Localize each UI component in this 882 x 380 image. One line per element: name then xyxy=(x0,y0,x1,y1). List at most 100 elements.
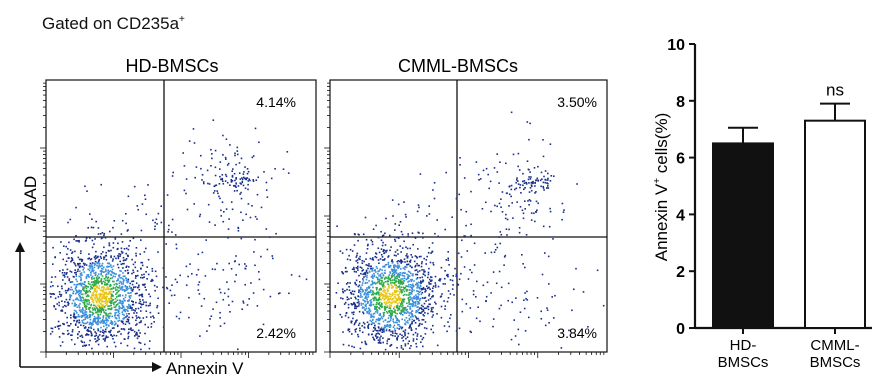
event-dot xyxy=(49,333,52,335)
event-dot xyxy=(404,286,407,289)
event-dot xyxy=(355,284,358,286)
event-dot xyxy=(393,321,395,324)
event-dot xyxy=(424,288,426,291)
event-dot xyxy=(108,271,110,273)
y-tick-label: 2 xyxy=(676,264,685,281)
event-dot xyxy=(195,166,198,168)
event-dot xyxy=(463,235,465,237)
event-dot xyxy=(274,168,276,170)
event-dot xyxy=(382,290,384,292)
event-dot xyxy=(67,301,69,304)
event-dot xyxy=(510,184,513,187)
event-dot xyxy=(68,325,71,327)
event-dot xyxy=(85,305,87,307)
event-dot xyxy=(383,295,386,297)
event-dot xyxy=(375,307,377,309)
event-dot xyxy=(404,322,406,325)
event-dot xyxy=(430,283,432,285)
event-dot xyxy=(366,287,368,289)
event-dot xyxy=(225,175,228,178)
event-dot xyxy=(398,266,401,268)
event-dot xyxy=(112,287,115,290)
event-dot xyxy=(127,337,129,340)
event-dot xyxy=(105,276,107,279)
event-dot xyxy=(70,334,72,336)
event-dot xyxy=(211,157,213,160)
event-dot xyxy=(394,269,397,272)
event-dot xyxy=(107,277,109,279)
event-dot xyxy=(354,233,356,236)
event-dot xyxy=(532,180,534,183)
event-dot xyxy=(470,234,472,237)
event-dot xyxy=(403,272,406,275)
event-dot xyxy=(371,283,374,285)
event-dot xyxy=(93,290,96,293)
event-dot xyxy=(129,282,131,285)
event-dot xyxy=(396,319,398,322)
event-dot xyxy=(362,273,364,276)
event-dot xyxy=(353,268,355,271)
event-dot xyxy=(57,320,60,323)
event-dot xyxy=(383,311,386,314)
event-dot xyxy=(119,274,121,276)
event-dot xyxy=(98,287,101,290)
event-dot xyxy=(131,307,133,309)
event-dot xyxy=(83,314,86,317)
event-dot xyxy=(507,282,510,285)
event-dot xyxy=(245,213,247,216)
event-dot xyxy=(411,313,413,315)
event-dot xyxy=(423,269,425,271)
event-dot xyxy=(235,177,237,179)
event-dot xyxy=(90,327,93,329)
event-dot xyxy=(121,300,124,303)
event-dot xyxy=(398,308,400,311)
event-dot xyxy=(380,279,383,282)
event-dot xyxy=(362,311,364,313)
event-dot xyxy=(410,272,412,275)
event-dot xyxy=(363,292,366,295)
event-dot xyxy=(481,208,484,210)
event-dot xyxy=(91,286,94,289)
event-dot xyxy=(463,266,466,268)
event-dot xyxy=(382,313,385,316)
event-dot xyxy=(395,284,397,286)
event-dot xyxy=(82,262,85,265)
event-dot xyxy=(139,332,141,334)
event-dot xyxy=(339,250,342,252)
event-dot xyxy=(386,321,389,323)
event-dot xyxy=(131,316,134,319)
event-dot xyxy=(378,282,381,284)
event-dot xyxy=(412,333,415,336)
event-dot xyxy=(85,237,88,240)
event-dot xyxy=(423,302,426,305)
event-dot xyxy=(251,156,254,159)
event-dot xyxy=(107,283,109,286)
event-dot xyxy=(91,277,93,279)
event-dot xyxy=(110,255,112,257)
event-dot xyxy=(406,273,408,276)
event-dot xyxy=(97,318,99,321)
event-dot xyxy=(602,304,605,307)
event-dot xyxy=(363,293,366,296)
event-dot xyxy=(357,295,359,297)
event-dot xyxy=(105,296,107,299)
event-dot xyxy=(422,313,424,316)
event-dot xyxy=(96,298,99,301)
event-dot xyxy=(411,299,413,302)
event-dot xyxy=(371,292,374,295)
event-dot xyxy=(78,292,81,295)
event-dot xyxy=(410,312,412,314)
event-dot xyxy=(127,319,130,321)
event-dot xyxy=(410,303,412,305)
event-dot xyxy=(150,326,153,328)
event-dot xyxy=(353,290,356,293)
event-dot xyxy=(87,291,89,293)
event-dot xyxy=(391,312,393,315)
event-dot xyxy=(91,297,93,299)
event-dot xyxy=(364,275,367,278)
event-dot xyxy=(387,256,389,258)
event-dot xyxy=(363,326,366,329)
event-dot xyxy=(99,265,102,268)
event-dot xyxy=(394,229,396,231)
event-dot xyxy=(388,274,391,276)
